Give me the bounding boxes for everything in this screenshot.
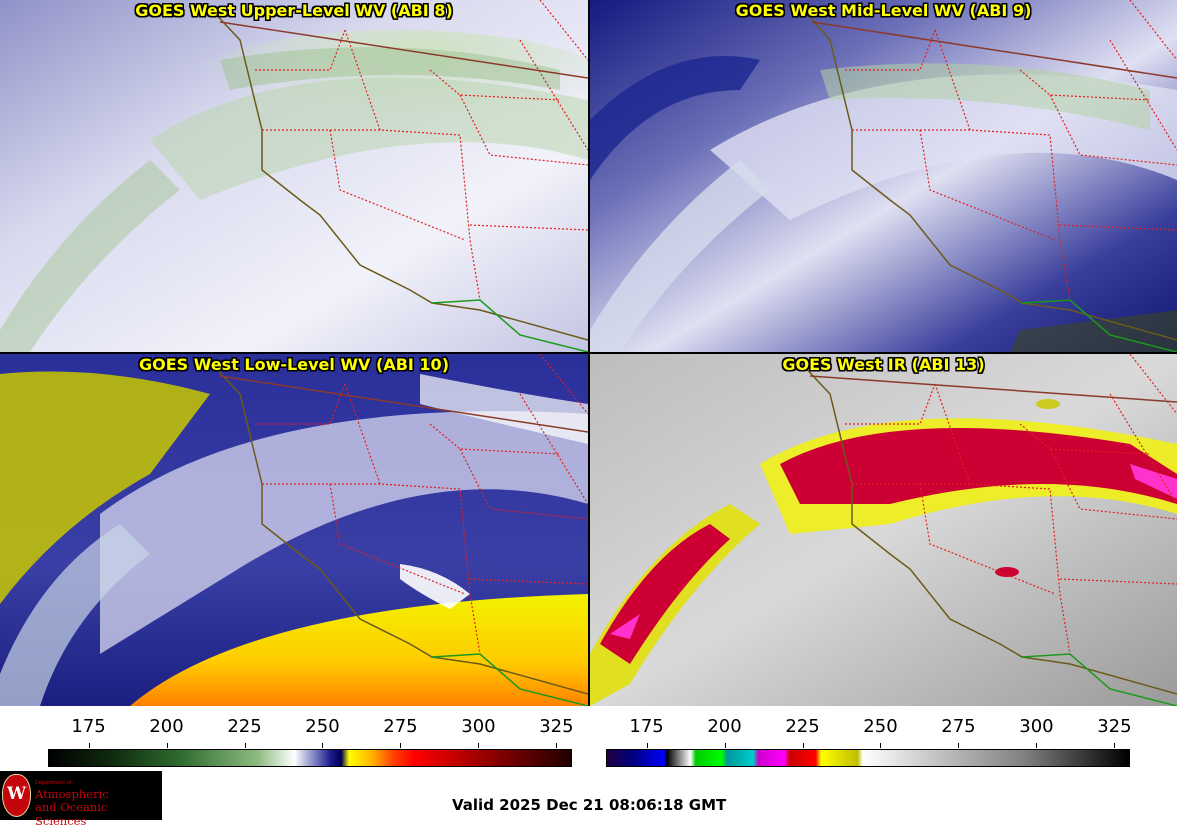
- wv-colorbar: [48, 749, 572, 767]
- ir-image: [590, 354, 1177, 706]
- panel-title: GOES West IR (ABI 13): [782, 355, 985, 374]
- wv-scale-tick-mark: [478, 743, 480, 748]
- ir-scale-tick-label: 325: [1097, 716, 1132, 737]
- panel-title: GOES West Low-Level WV (ABI 10): [138, 355, 449, 374]
- ir-scale-tick-mark: [1036, 743, 1038, 748]
- upper-wv-image: [0, 0, 588, 352]
- wv-scale-tick-mark: [400, 743, 402, 748]
- wv-scale-tick-label: 300: [461, 716, 496, 737]
- ir-scale-tick-label: 275: [941, 716, 976, 737]
- ir-scale-tick-mark: [646, 743, 648, 748]
- wv-scale-tick-mark: [88, 743, 90, 748]
- panel-divider-horizontal: [0, 352, 1177, 354]
- ir-scale-tick-mark: [1114, 743, 1116, 748]
- logo-line1: Atmospheric: [35, 787, 109, 801]
- wv-scale-tick-mark: [556, 743, 558, 748]
- ir-scale-tick-mark: [880, 743, 882, 748]
- wv-scale-tick-label: 325: [539, 716, 574, 737]
- low-wv-image: [0, 354, 588, 706]
- panel-upper-wv: GOES West Upper-Level WV (ABI 8): [0, 0, 588, 352]
- wv-scale-tick-mark: [244, 743, 246, 748]
- ir-scale-tick-label: 250: [863, 716, 898, 737]
- uw-seal-icon: W: [2, 774, 31, 817]
- ir-scale-tick-mark: [724, 743, 726, 748]
- wv-scale-tick-label: 200: [149, 716, 184, 737]
- wv-scale-tick-label: 175: [71, 716, 106, 737]
- ir-scale-tick-mark: [802, 743, 804, 748]
- wv-scale-tick-label: 275: [383, 716, 418, 737]
- aos-logo: W Department of Atmospheric and Oceanic …: [0, 771, 162, 828]
- logo-line2: and Oceanic Sciences: [35, 800, 108, 828]
- wv-color-scale: 175 200 225 250 275 300 325: [48, 716, 574, 772]
- ir-color-scale: 175 200 225 250 275 300 325: [606, 716, 1132, 772]
- panel-title: GOES West Mid-Level WV (ABI 9): [735, 1, 1032, 20]
- ir-scale-tick-label: 200: [707, 716, 742, 737]
- ir-scale-tick-label: 225: [785, 716, 820, 737]
- ir-colorbar: [606, 749, 1130, 767]
- wv-scale-tick-mark: [322, 743, 324, 748]
- ir-scale-tick-mark: [958, 743, 960, 748]
- mid-wv-image: [590, 0, 1177, 352]
- panel-low-wv: GOES West Low-Level WV (ABI 10): [0, 354, 588, 706]
- logo-dept: Department of: [35, 780, 72, 786]
- panel-mid-wv: GOES West Mid-Level WV (ABI 9): [590, 0, 1177, 352]
- ir-scale-tick-label: 300: [1019, 716, 1054, 737]
- panel-ir: GOES West IR (ABI 13): [590, 354, 1177, 706]
- wv-scale-tick-label: 250: [305, 716, 340, 737]
- ir-scale-tick-label: 175: [629, 716, 664, 737]
- valid-time: Valid 2025 Dec 21 08:06:18 GMT: [452, 796, 727, 814]
- wv-scale-tick-label: 225: [227, 716, 262, 737]
- wv-scale-tick-mark: [166, 743, 168, 748]
- panel-title: GOES West Upper-Level WV (ABI 8): [135, 1, 453, 20]
